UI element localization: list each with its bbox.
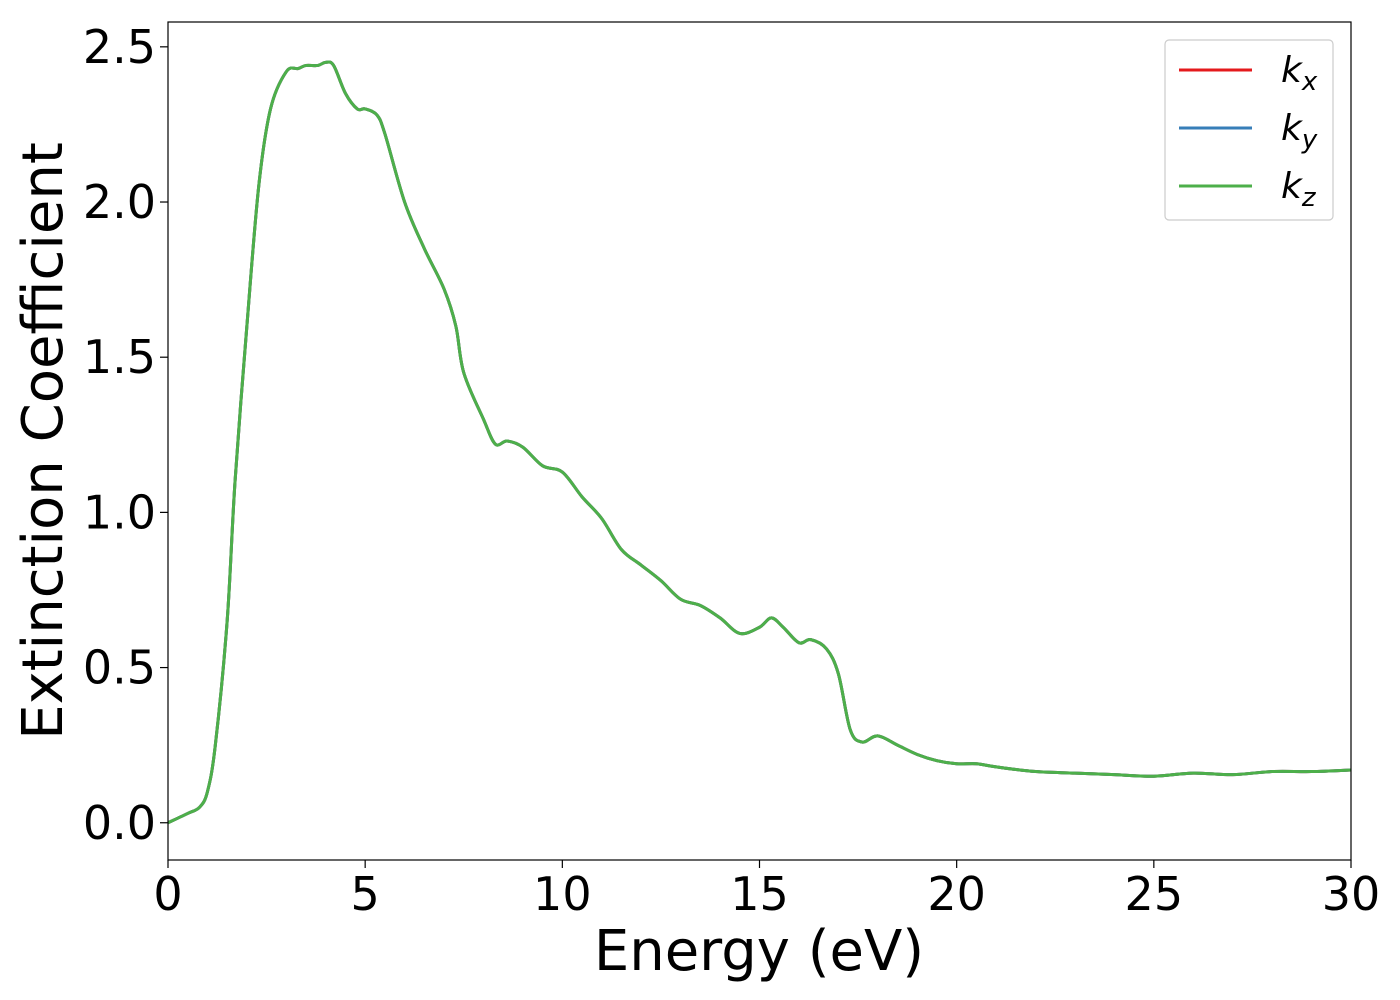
y-tick-label: 2.5 (83, 20, 156, 74)
y-axis-ticks: 0.0 0.5 1.0 1.5 2.0 2.5 (83, 20, 168, 850)
x-tick-label: 20 (927, 867, 986, 921)
x-tick-label: 30 (1322, 867, 1381, 921)
legend-label-kz: kz (1281, 166, 1317, 213)
series-line-k-z (167, 60, 1352, 825)
x-tick-label: 25 (1125, 867, 1184, 921)
series-layer (167, 60, 1352, 825)
x-tick-label: 10 (533, 867, 592, 921)
x-tick-label: 0 (153, 867, 182, 921)
y-axis-label: Extinction Coefficient (11, 142, 76, 740)
plot-area (168, 22, 1351, 860)
x-axis-ticks: 0 5 10 15 20 25 30 (153, 860, 1380, 921)
y-tick-label: 2.0 (83, 175, 156, 229)
legend-label-ky: ky (1281, 108, 1318, 155)
legend: kx ky kz (1164, 39, 1334, 221)
legend-box (1164, 39, 1334, 221)
x-tick-label: 15 (730, 867, 789, 921)
y-tick-label: 0.0 (83, 796, 156, 850)
y-tick-label: 1.5 (83, 330, 156, 384)
x-tick-label: 5 (351, 867, 380, 921)
y-tick-label: 0.5 (83, 641, 156, 695)
legend-label-kx: kx (1281, 50, 1318, 97)
y-tick-label: 1.0 (83, 485, 156, 539)
x-axis-label: Energy (eV) (594, 919, 924, 984)
